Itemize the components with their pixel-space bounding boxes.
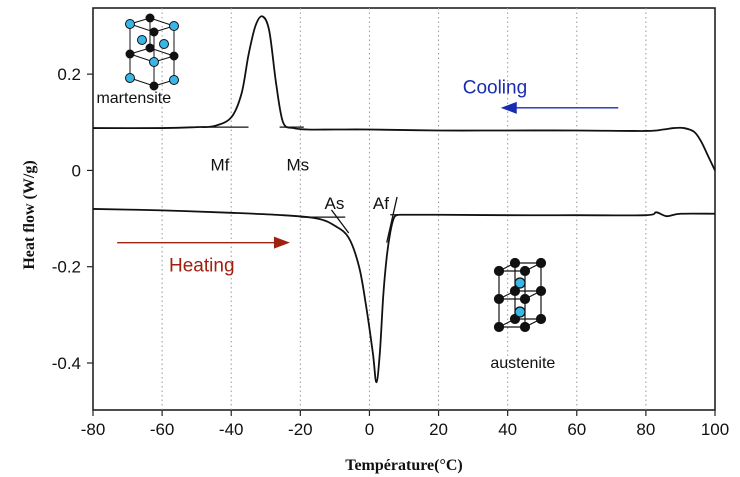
x-tick-label-0: -80 [81,420,106,439]
martensite-label: martensite [96,90,171,107]
series-line-heating [92,208,716,384]
x-tick-label-2: -40 [219,420,244,439]
x-axis-ticks: -80 -60 -40 -20 0 20 40 60 80 100 [81,410,729,439]
x-tick-label-4: 0 [365,420,374,439]
series-line-cooling [92,15,716,171]
cooling-arrow-head [500,101,517,114]
x-tick-label-6: 40 [498,420,517,439]
ms-label: Ms [287,155,310,174]
annotations: Mf Ms As Af Cooling Heating martensite a… [96,77,555,371]
as-label: As [325,194,345,213]
y-tick-label-0: 0.2 [57,65,81,84]
arrows [117,101,619,249]
plot-frame [92,7,716,411]
x-tick-label-5: 20 [429,420,448,439]
austenite-label: austenite [490,355,555,372]
y-tick-label-2: -0.2 [52,258,81,277]
tangent-line-5 [386,196,398,243]
af-label: Af [373,194,389,213]
cooling-label: Cooling [463,77,527,98]
martensite-crystal-icon [125,13,179,91]
series-group [92,15,716,384]
y-tick-label-1: 0 [72,161,81,180]
x-tick-label-9: 100 [701,420,729,439]
heating-arrow-head [273,236,290,249]
austenite-crystal-icon [493,257,547,333]
tangent-line-3 [330,209,350,234]
y-axis-title: Heat flow (W/g) [21,160,38,269]
y-axis-ticks: 0.2 0 -0.2 -0.4 [52,65,93,373]
mf-label: Mf [210,155,229,174]
x-tick-label-1: -60 [150,420,175,439]
x-axis-title: Température(°C) [345,457,462,474]
x-tick-label-8: 80 [636,420,655,439]
x-tick-label-3: -20 [288,420,313,439]
x-tick-label-7: 60 [567,420,586,439]
grid-lines [161,8,647,410]
tangent-lines [210,126,408,243]
heating-label: Heating [169,256,235,277]
y-tick-label-3: -0.4 [52,354,81,373]
